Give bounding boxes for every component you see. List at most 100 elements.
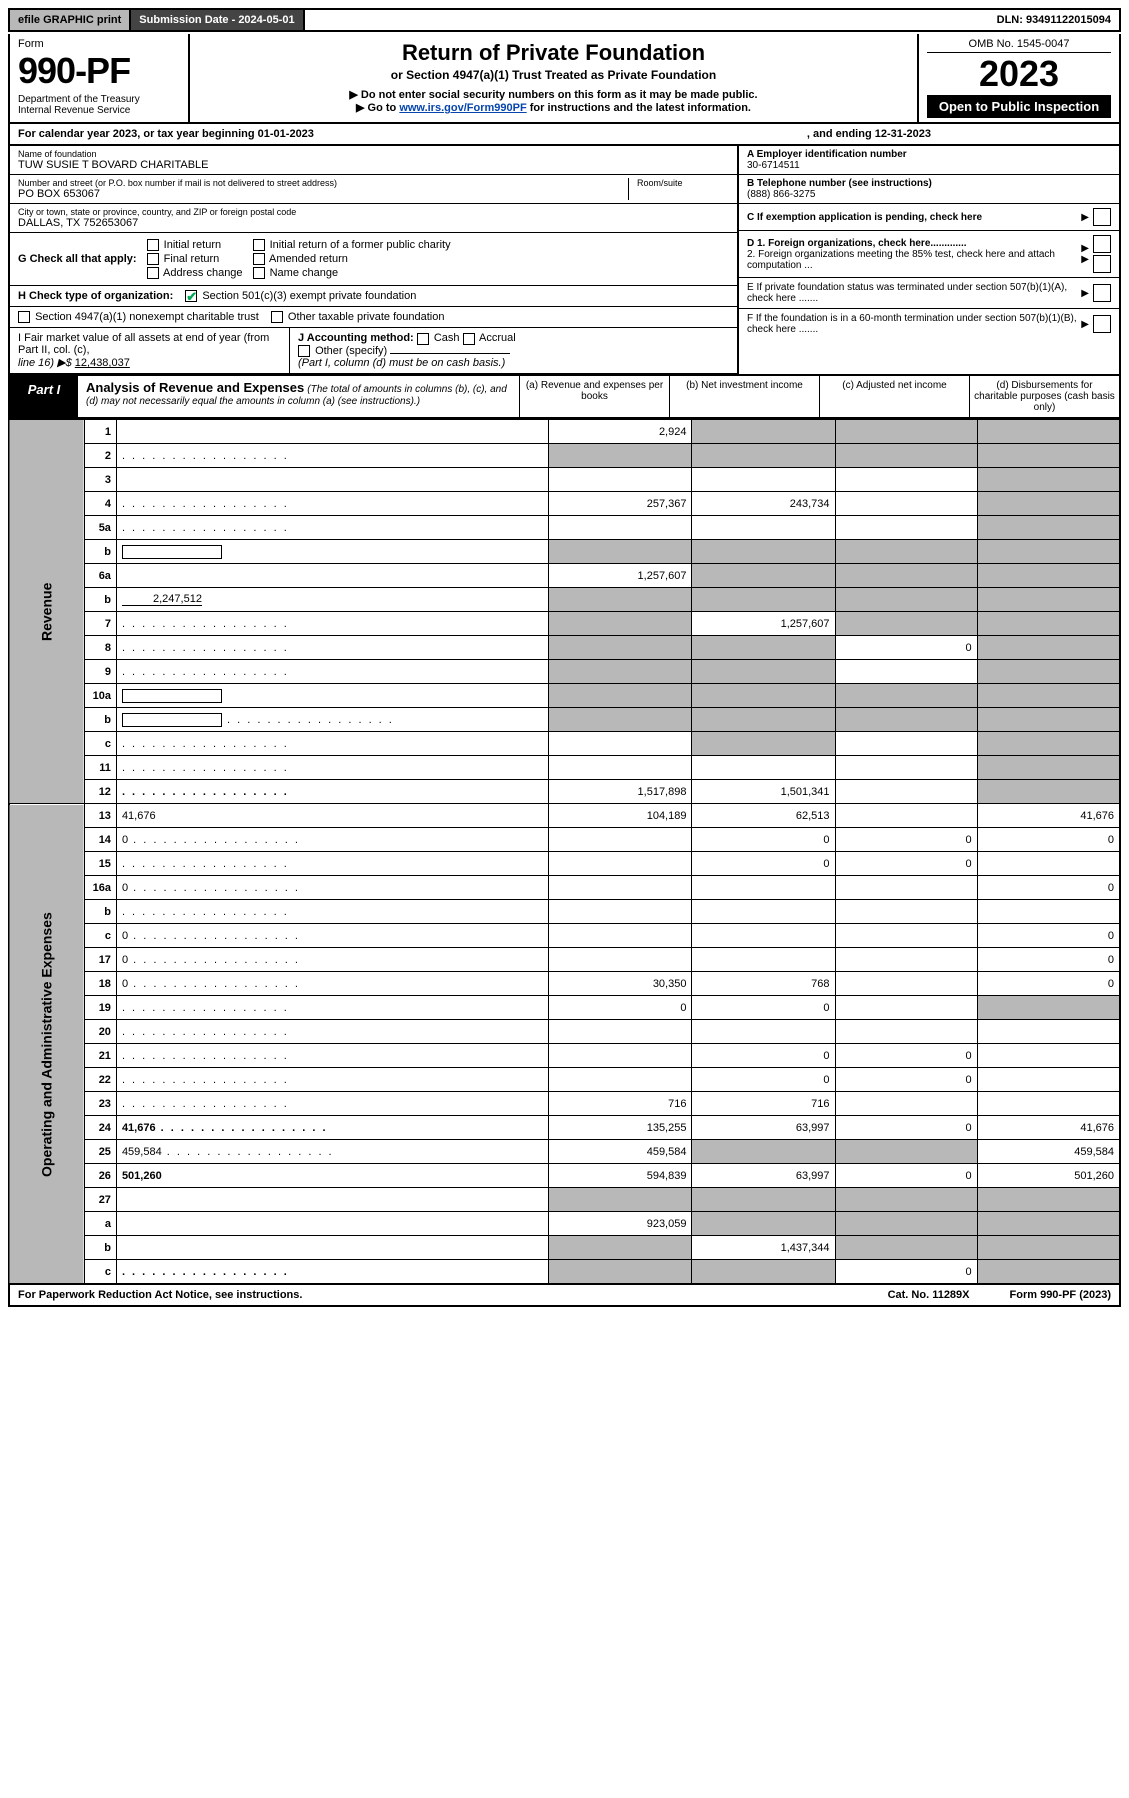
part1-header-row: Part I Analysis of Revenue and Expenses … xyxy=(8,376,1121,419)
cell-a xyxy=(549,756,692,780)
cell-d xyxy=(977,780,1120,804)
other-taxable-checkbox[interactable] xyxy=(271,311,283,323)
revenue-side-label: Revenue xyxy=(9,420,85,804)
form-title: Return of Private Foundation xyxy=(198,40,909,66)
city-label: City or town, state or province, country… xyxy=(18,207,729,217)
line-number: 9 xyxy=(85,660,117,684)
cell-d xyxy=(977,1236,1120,1260)
table-row: 2200 xyxy=(9,1068,1120,1092)
initial-former-checkbox[interactable] xyxy=(253,239,265,251)
initial-return-checkbox[interactable] xyxy=(147,239,159,251)
table-row: b xyxy=(9,900,1120,924)
line-number: 12 xyxy=(85,780,117,804)
line-number: 13 xyxy=(85,804,117,828)
cell-d: 0 xyxy=(977,828,1120,852)
cell-c xyxy=(835,660,977,684)
col-b-header: (b) Net investment income xyxy=(669,376,819,417)
line-description xyxy=(116,756,548,780)
cell-b: 0 xyxy=(692,1068,835,1092)
cell-b: 716 xyxy=(692,1092,835,1116)
line-number: 8 xyxy=(85,636,117,660)
cell-c xyxy=(835,420,977,444)
line-number: 25 xyxy=(85,1140,117,1164)
line-description xyxy=(116,1212,548,1236)
line-description xyxy=(116,540,548,564)
cell-b: 63,997 xyxy=(692,1164,835,1188)
expenses-side-label: Operating and Administrative Expenses xyxy=(9,804,85,1284)
cell-c: 0 xyxy=(835,1116,977,1140)
cell-d xyxy=(977,468,1120,492)
catalog-number: Cat. No. 11289X xyxy=(888,1289,970,1301)
final-return-checkbox[interactable] xyxy=(147,253,159,265)
line-number: 24 xyxy=(85,1116,117,1140)
tax-year: 2023 xyxy=(927,53,1111,95)
line-number: 14 xyxy=(85,828,117,852)
line-description xyxy=(116,636,548,660)
f-checkbox[interactable] xyxy=(1093,315,1111,333)
line-number: 17 xyxy=(85,948,117,972)
line-number: 2 xyxy=(85,444,117,468)
4947-checkbox[interactable] xyxy=(18,311,30,323)
cell-c: 0 xyxy=(835,828,977,852)
e-checkbox[interactable] xyxy=(1093,284,1111,302)
foundation-name: TUW SUSIE T BOVARD CHARITABLE xyxy=(18,159,729,171)
d1-checkbox[interactable] xyxy=(1093,235,1111,253)
cell-c xyxy=(835,924,977,948)
amended-return-checkbox[interactable] xyxy=(253,253,265,265)
line-number: 21 xyxy=(85,1044,117,1068)
cell-a xyxy=(549,1260,692,1284)
name-change-checkbox[interactable] xyxy=(253,267,265,279)
cell-b: 62,513 xyxy=(692,804,835,828)
omb-number: OMB No. 1545-0047 xyxy=(927,38,1111,53)
cell-d: 501,260 xyxy=(977,1164,1120,1188)
table-row: 27 xyxy=(9,1188,1120,1212)
cell-b xyxy=(692,444,835,468)
j-accounting-cell: J Accounting method: Cash Accrual Other … xyxy=(290,328,737,373)
line-number: b xyxy=(85,588,117,612)
cell-c xyxy=(835,564,977,588)
table-row: c0 xyxy=(9,1260,1120,1284)
other-method-checkbox[interactable] xyxy=(298,345,310,357)
cash-checkbox[interactable] xyxy=(417,333,429,345)
cell-b xyxy=(692,732,835,756)
cell-c xyxy=(835,1212,977,1236)
line-number: 18 xyxy=(85,972,117,996)
form-link-line: ▶ Go to www.irs.gov/Form990PF for instru… xyxy=(198,101,909,114)
efile-print-button[interactable]: efile GRAPHIC print xyxy=(10,10,131,30)
cell-a xyxy=(549,1020,692,1044)
cell-a xyxy=(549,708,692,732)
c-label: C If exemption application is pending, c… xyxy=(747,212,982,223)
cell-a: 2,924 xyxy=(549,420,692,444)
cell-b: 768 xyxy=(692,972,835,996)
table-row: 2100 xyxy=(9,1044,1120,1068)
c-checkbox[interactable] xyxy=(1093,208,1111,226)
phone-label: B Telephone number (see instructions) xyxy=(747,178,1111,189)
line-number: b xyxy=(85,900,117,924)
cell-a: 135,255 xyxy=(549,1116,692,1140)
cell-a xyxy=(549,732,692,756)
cell-b xyxy=(692,1140,835,1164)
cell-d xyxy=(977,1020,1120,1044)
d2-checkbox[interactable] xyxy=(1093,255,1111,273)
address-change-checkbox[interactable] xyxy=(147,267,159,279)
irs-link[interactable]: www.irs.gov/Form990PF xyxy=(399,102,526,114)
cell-b xyxy=(692,540,835,564)
cell-c xyxy=(835,804,977,828)
cell-b xyxy=(692,900,835,924)
cell-a xyxy=(549,660,692,684)
d1-label: D 1. Foreign organizations, check here..… xyxy=(747,238,1081,249)
cell-b: 63,997 xyxy=(692,1116,835,1140)
accrual-checkbox[interactable] xyxy=(463,333,475,345)
top-bar: efile GRAPHIC print Submission Date - 20… xyxy=(8,8,1121,32)
cell-d xyxy=(977,612,1120,636)
phone-value: (888) 866-3275 xyxy=(747,189,1111,200)
line-description xyxy=(116,708,548,732)
line-description xyxy=(116,1236,548,1260)
cell-a xyxy=(549,900,692,924)
open-public-badge: Open to Public Inspection xyxy=(927,95,1111,118)
cell-d xyxy=(977,732,1120,756)
city-value: DALLAS, TX 752653067 xyxy=(18,217,729,229)
501c3-checkbox[interactable] xyxy=(185,290,197,302)
cell-d xyxy=(977,1092,1120,1116)
cell-a xyxy=(549,1236,692,1260)
